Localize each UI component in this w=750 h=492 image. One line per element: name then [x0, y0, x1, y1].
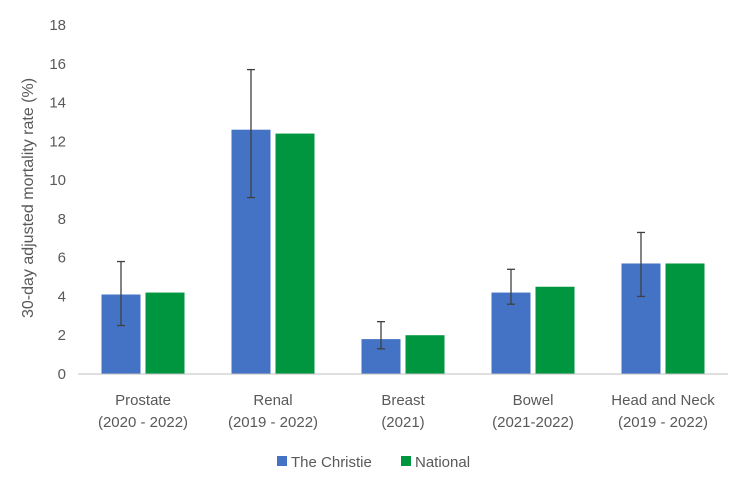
x-category-label: Renal: [253, 392, 292, 409]
x-category-label: Bowel: [513, 392, 554, 409]
bar-national: [535, 286, 575, 374]
legend-label: National: [415, 454, 470, 471]
x-category-label: Head and Neck: [611, 392, 715, 409]
y-tick-label: 4: [58, 288, 66, 305]
y-tick-label: 0: [58, 366, 66, 383]
legend-swatch: [401, 456, 411, 466]
x-category-label: (2019 - 2022): [618, 414, 708, 431]
y-tick-label: 12: [49, 133, 66, 150]
bars: [101, 129, 705, 374]
x-category-label: Prostate: [115, 392, 171, 409]
y-axis-ticks: 0 2 4 6 8 10 12 14 16 18: [49, 17, 66, 383]
y-tick-label: 14: [49, 95, 66, 112]
bar-national: [405, 335, 445, 374]
bar-national: [665, 263, 705, 374]
x-category-label: (2020 - 2022): [98, 414, 188, 431]
y-tick-label: 8: [58, 211, 66, 228]
y-axis-label: 30-day adjusted mortality rate (%): [20, 78, 37, 318]
y-tick-label: 18: [49, 17, 66, 34]
x-category-label: (2021-2022): [492, 414, 574, 431]
y-tick-label: 6: [58, 250, 66, 267]
y-tick-label: 16: [49, 56, 66, 73]
y-tick-label: 10: [49, 172, 66, 189]
legend: The Christie National: [277, 454, 470, 471]
bar-national: [275, 133, 315, 374]
x-category-label: (2019 - 2022): [228, 414, 318, 431]
y-tick-label: 2: [58, 327, 66, 344]
bar-national: [145, 292, 185, 374]
x-category-label: (2021): [381, 414, 424, 431]
legend-swatch: [277, 456, 287, 466]
error-bars: [117, 68, 645, 350]
x-category-label: Breast: [381, 392, 425, 409]
x-axis-categories: Prostate (2020 - 2022) Renal (2019 - 2022) B…: [98, 392, 715, 431]
legend-label: The Christie: [291, 454, 372, 471]
bar-the-christie: [491, 292, 531, 374]
